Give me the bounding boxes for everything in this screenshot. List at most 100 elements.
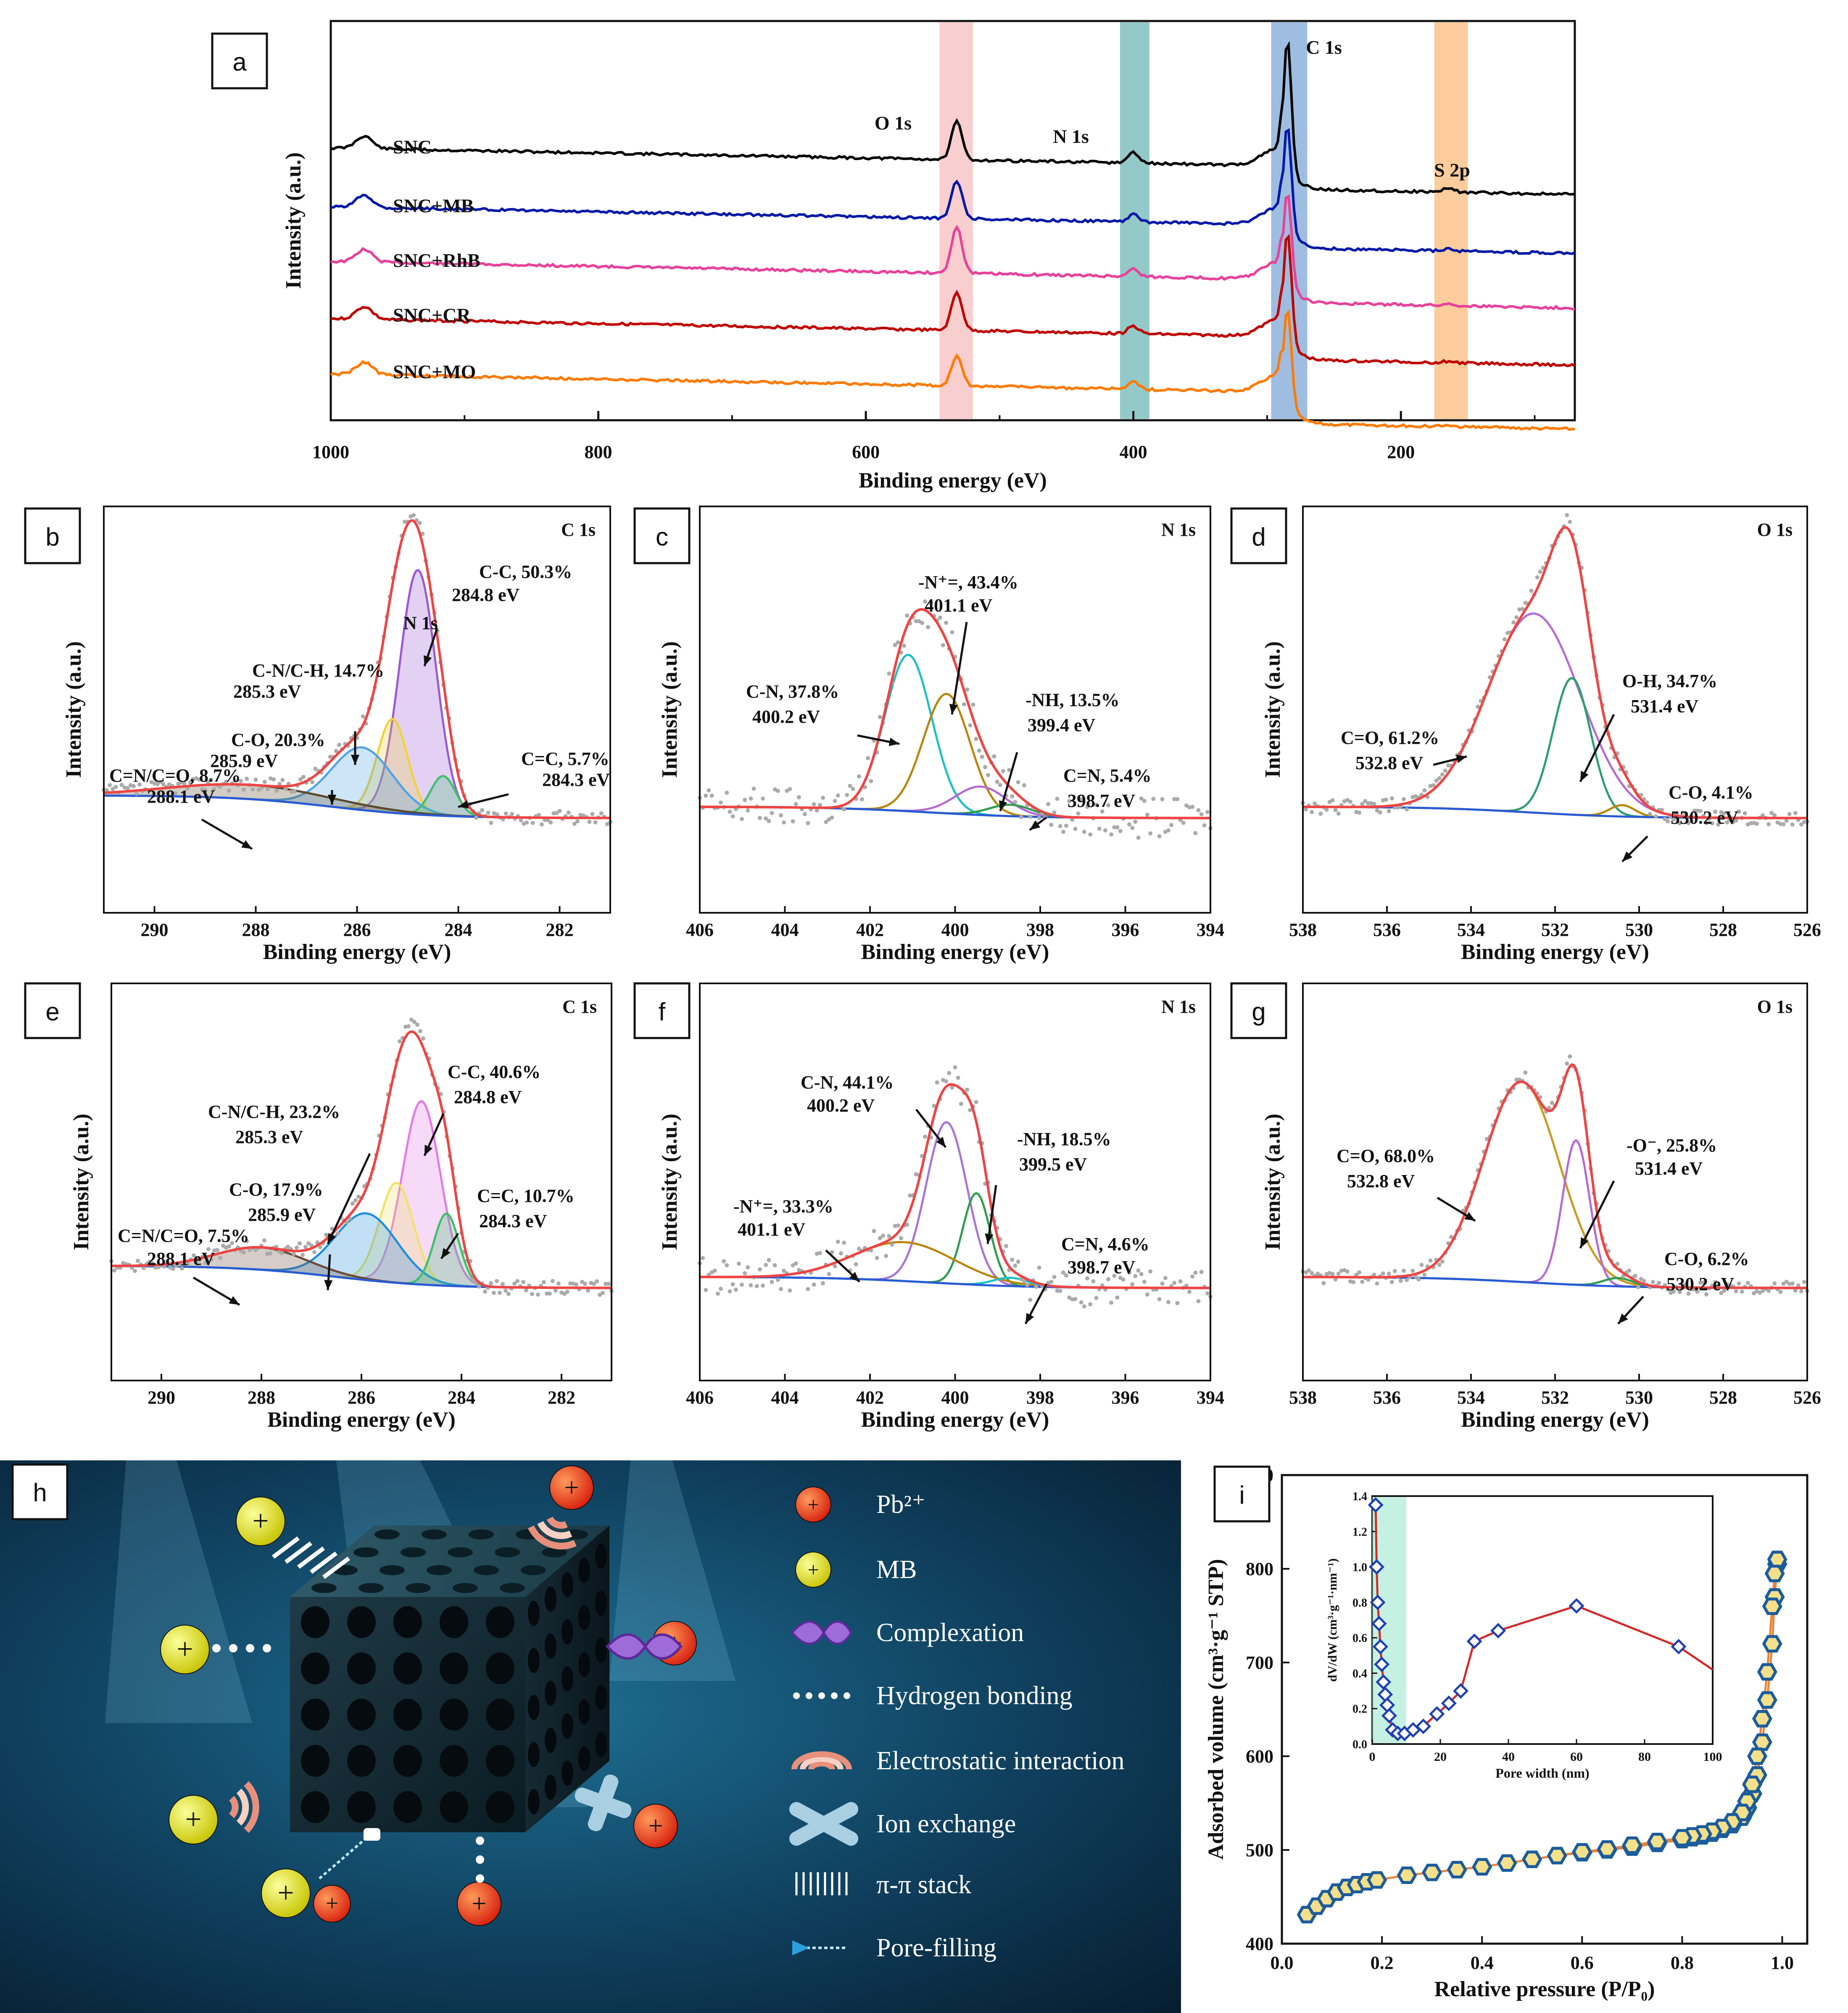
raw-point — [929, 601, 933, 606]
raw-point — [1740, 1289, 1744, 1294]
legend-symbol — [806, 1692, 812, 1699]
pore — [311, 1583, 337, 1593]
raw-point — [983, 765, 987, 769]
fit-envelope — [700, 608, 1210, 819]
annotation-arrow — [1579, 1180, 1615, 1249]
raw-point — [1085, 1276, 1089, 1281]
raw-point — [1538, 569, 1542, 574]
raw-point — [1094, 1296, 1099, 1300]
raw-point — [743, 798, 747, 802]
raw-point — [583, 1281, 587, 1286]
raw-point — [1790, 822, 1795, 827]
x-axis-label: Binding energy (eV) — [267, 1408, 456, 1432]
legend-item: Complexation — [791, 1618, 1024, 1647]
annotation-arrow — [999, 752, 1018, 812]
raw-point — [292, 1252, 296, 1256]
raw-point — [1076, 811, 1081, 816]
arrow-head — [229, 1296, 240, 1305]
component-label-1: C-N/C-H, 23.2% — [208, 1101, 340, 1122]
raw-point — [313, 767, 318, 771]
raw-point — [565, 1289, 569, 1294]
inset-point — [1371, 1615, 1387, 1631]
inset-y-tick-label: 0.4 — [1352, 1667, 1367, 1680]
raw-point — [1766, 1288, 1771, 1293]
raw-point — [746, 1265, 750, 1270]
raw-point — [712, 1268, 717, 1273]
raw-point — [764, 1263, 768, 1267]
raw-point — [1710, 821, 1715, 825]
x-tick-label: 284 — [448, 1387, 475, 1408]
inset-x-tick-label: 20 — [1434, 1750, 1447, 1764]
raw-point — [406, 1024, 411, 1029]
ion-body — [160, 1625, 210, 1674]
legend-ion — [795, 1552, 831, 1588]
raw-point — [869, 779, 873, 783]
desorption-point — [1522, 1850, 1542, 1868]
raw-point — [411, 513, 416, 517]
y-tick-label: 700 — [1246, 1652, 1273, 1673]
component-energy-1: 285.3 eV — [233, 681, 301, 702]
raw-point — [1310, 810, 1314, 814]
raw-point — [1523, 1070, 1528, 1075]
raw-point — [1781, 1281, 1786, 1286]
raw-point — [1639, 793, 1643, 797]
raw-point — [728, 809, 732, 814]
pore — [545, 1775, 556, 1800]
raw-point — [421, 1036, 425, 1041]
raw-point — [545, 1291, 549, 1296]
series-label-0: SNC — [393, 136, 432, 158]
raw-point — [415, 1022, 419, 1027]
raw-point — [1055, 796, 1060, 801]
raw-point — [1109, 832, 1114, 837]
inset-point — [1370, 1594, 1386, 1610]
ion-exchange-icon — [575, 1774, 632, 1831]
raw-point — [1698, 809, 1703, 813]
raw-point — [965, 1088, 970, 1092]
pore — [545, 1728, 556, 1753]
raw-point — [477, 1284, 481, 1289]
x-axis-label: Binding energy (eV) — [1461, 940, 1649, 964]
raw-point — [530, 1292, 534, 1296]
raw-point — [253, 777, 258, 782]
raw-point — [1387, 1271, 1391, 1276]
raw-point — [480, 808, 485, 812]
raw-point — [1025, 1283, 1029, 1287]
raw-point — [1318, 812, 1323, 816]
x-tick-label: 0.8 — [1671, 1952, 1694, 1973]
arrow-head — [241, 840, 252, 849]
raw-point — [1704, 821, 1708, 825]
raw-point — [1372, 1273, 1376, 1277]
raw-point — [298, 1241, 302, 1246]
raw-point — [212, 787, 216, 791]
raw-point — [530, 821, 535, 825]
ion-charge: + — [277, 1877, 294, 1909]
raw-point — [863, 785, 867, 789]
raw-point — [875, 1256, 879, 1260]
raw-point — [1360, 801, 1365, 806]
raw-point — [474, 815, 478, 820]
adsorption-point — [1367, 1871, 1387, 1889]
raw-point — [1178, 1279, 1183, 1283]
raw-point — [872, 1229, 876, 1233]
raw-point — [337, 743, 341, 747]
y-axis-label: Intensity (a.u.) — [658, 1114, 682, 1250]
raw-point — [836, 1239, 840, 1244]
pore — [562, 1713, 573, 1739]
electrostatic-arc — [229, 1796, 239, 1818]
raw-point — [551, 1279, 555, 1283]
raw-point — [1743, 811, 1747, 816]
raw-point — [1737, 809, 1741, 814]
pore — [578, 1605, 590, 1630]
desorption-point — [1647, 1833, 1667, 1850]
x-tick-label: 0.0 — [1271, 1952, 1294, 1973]
mb-ion-icon: + — [160, 1625, 210, 1674]
panel-b: 290 288 286 284 282 Binding energy (eV) Intens… — [24, 506, 612, 964]
raw-point — [1157, 834, 1162, 838]
pore — [393, 1791, 422, 1823]
arrow-head — [1025, 1313, 1034, 1324]
xps-panels: 290 288 286 284 282 Binding energy (eV) Intens… — [24, 506, 1821, 1432]
raw-point — [230, 1241, 234, 1245]
panel-a-letter: a — [232, 48, 247, 76]
panel-letter-box — [633, 507, 691, 564]
raw-point — [1139, 796, 1144, 801]
